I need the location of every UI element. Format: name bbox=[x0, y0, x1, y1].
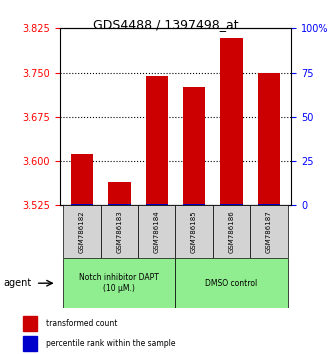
Text: GSM786187: GSM786187 bbox=[266, 211, 272, 253]
FancyBboxPatch shape bbox=[101, 205, 138, 258]
Text: agent: agent bbox=[3, 278, 31, 288]
FancyBboxPatch shape bbox=[213, 205, 250, 258]
Text: DMSO control: DMSO control bbox=[205, 279, 258, 288]
FancyBboxPatch shape bbox=[250, 205, 288, 258]
Text: Notch inhibitor DAPT
(10 μM.): Notch inhibitor DAPT (10 μM.) bbox=[79, 274, 159, 293]
Text: percentile rank within the sample: percentile rank within the sample bbox=[46, 339, 176, 348]
FancyBboxPatch shape bbox=[63, 205, 101, 258]
FancyBboxPatch shape bbox=[138, 205, 175, 258]
Text: GSM786183: GSM786183 bbox=[117, 211, 122, 253]
Bar bbox=[220, 204, 243, 205]
Bar bbox=[258, 73, 280, 205]
FancyBboxPatch shape bbox=[63, 258, 175, 308]
Bar bbox=[146, 75, 168, 205]
FancyBboxPatch shape bbox=[175, 205, 213, 258]
Bar bbox=[183, 204, 205, 205]
Bar bbox=[71, 154, 93, 205]
Text: GSM786182: GSM786182 bbox=[79, 211, 85, 253]
Bar bbox=[108, 182, 131, 205]
Bar bbox=[258, 204, 280, 205]
Text: GSM786186: GSM786186 bbox=[228, 211, 234, 253]
Bar bbox=[108, 204, 131, 205]
Text: GDS4488 / 1397498_at: GDS4488 / 1397498_at bbox=[93, 18, 238, 31]
Bar bbox=[220, 38, 243, 205]
FancyBboxPatch shape bbox=[175, 258, 288, 308]
Bar bbox=[71, 204, 93, 205]
Bar bbox=[183, 87, 205, 205]
Bar bbox=[23, 336, 37, 350]
Text: GSM786184: GSM786184 bbox=[154, 211, 160, 253]
Text: transformed count: transformed count bbox=[46, 319, 118, 328]
Bar bbox=[23, 316, 37, 331]
Bar bbox=[146, 204, 168, 205]
Text: GSM786185: GSM786185 bbox=[191, 211, 197, 253]
